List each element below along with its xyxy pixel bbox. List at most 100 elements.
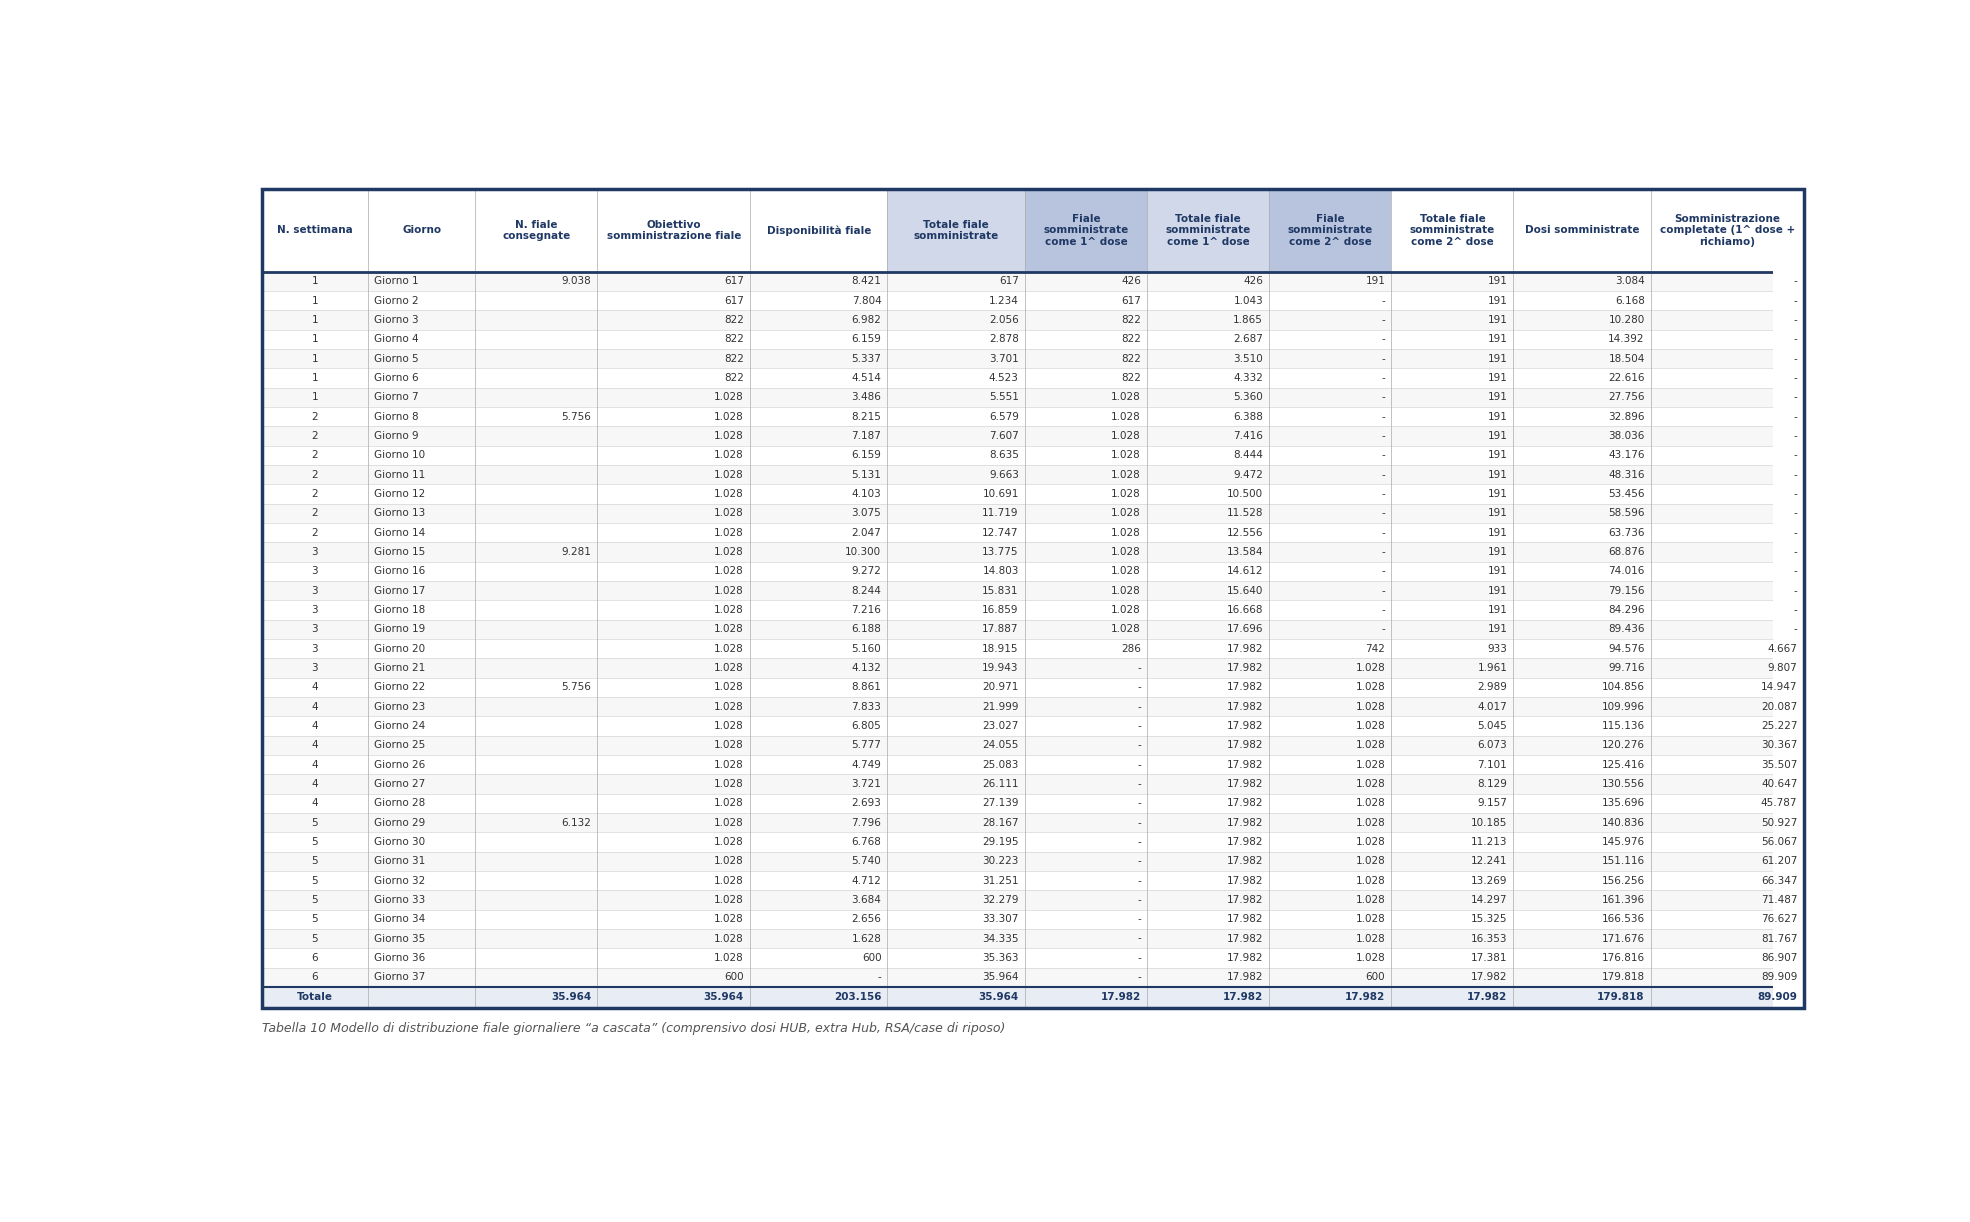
Text: 426: 426 — [1243, 276, 1263, 286]
Text: 822: 822 — [1121, 315, 1141, 325]
Text: -: - — [1381, 508, 1385, 518]
Text: 4: 4 — [311, 682, 319, 693]
Text: 3.701: 3.701 — [989, 353, 1018, 364]
Text: -: - — [1137, 914, 1141, 924]
Text: 1.028: 1.028 — [715, 837, 745, 847]
Text: Disponibilità fiale: Disponibilità fiale — [766, 225, 871, 236]
Text: Giorno 33: Giorno 33 — [374, 895, 426, 906]
Text: 617: 617 — [725, 276, 745, 286]
Text: Giorno 30: Giorno 30 — [374, 837, 426, 847]
Text: 31.251: 31.251 — [983, 876, 1018, 886]
Text: -: - — [1793, 335, 1797, 345]
Text: 1.028: 1.028 — [715, 431, 745, 441]
Text: Giorno 5: Giorno 5 — [374, 353, 420, 364]
Text: 34.335: 34.335 — [983, 934, 1018, 943]
Text: 9.281: 9.281 — [561, 547, 591, 557]
Text: Giorno 9: Giorno 9 — [374, 431, 420, 441]
Text: -: - — [1137, 721, 1141, 731]
Text: 86.907: 86.907 — [1761, 953, 1797, 963]
Text: 5.160: 5.160 — [851, 644, 881, 654]
Bar — [262, 503, 1805, 523]
Text: -: - — [1137, 682, 1141, 693]
Text: 176.816: 176.816 — [1602, 953, 1645, 963]
Text: 1.628: 1.628 — [851, 934, 881, 943]
Text: 17.982: 17.982 — [1227, 818, 1263, 827]
Text: 89.909: 89.909 — [1761, 973, 1797, 982]
Text: 1.028: 1.028 — [715, 412, 745, 422]
Text: Giorno 27: Giorno 27 — [374, 778, 426, 789]
Text: -: - — [1793, 296, 1797, 306]
Text: 1.234: 1.234 — [989, 296, 1018, 306]
Text: 104.856: 104.856 — [1602, 682, 1645, 693]
Text: 40.647: 40.647 — [1761, 778, 1797, 789]
Text: -: - — [1381, 585, 1385, 595]
Text: 17.982: 17.982 — [1227, 837, 1263, 847]
Text: 822: 822 — [725, 335, 745, 345]
Text: 1: 1 — [311, 296, 319, 306]
Text: 99.716: 99.716 — [1608, 664, 1645, 673]
Text: -: - — [1137, 741, 1141, 750]
Text: 822: 822 — [1121, 373, 1141, 382]
Text: -: - — [1137, 973, 1141, 982]
Text: Giorno 23: Giorno 23 — [374, 701, 426, 711]
Text: 1.028: 1.028 — [715, 701, 745, 711]
Text: 3: 3 — [311, 605, 319, 615]
Text: -: - — [1137, 760, 1141, 770]
Text: 17.982: 17.982 — [1101, 992, 1141, 1002]
Text: 2.693: 2.693 — [851, 798, 881, 808]
Text: 4.667: 4.667 — [1767, 644, 1797, 654]
Text: 1.028: 1.028 — [1355, 895, 1385, 906]
Bar — [262, 466, 1805, 484]
Text: Giorno 34: Giorno 34 — [374, 914, 426, 924]
Text: 2: 2 — [311, 412, 319, 422]
Text: 17.982: 17.982 — [1227, 857, 1263, 866]
Text: 1.028: 1.028 — [1111, 528, 1141, 538]
Text: 35.507: 35.507 — [1761, 760, 1797, 770]
Text: 6.579: 6.579 — [989, 412, 1018, 422]
Text: 4: 4 — [311, 760, 319, 770]
Text: 14.612: 14.612 — [1227, 566, 1263, 577]
Text: -: - — [1137, 934, 1141, 943]
Bar — [262, 387, 1805, 407]
Text: 2: 2 — [311, 508, 319, 518]
Text: Giorno 6: Giorno 6 — [374, 373, 420, 382]
Text: 17.982: 17.982 — [1227, 895, 1263, 906]
Text: 13.584: 13.584 — [1227, 547, 1263, 557]
Text: 20.087: 20.087 — [1761, 701, 1797, 711]
Text: -: - — [1381, 431, 1385, 441]
Text: 600: 600 — [861, 953, 881, 963]
Text: 5: 5 — [311, 895, 319, 906]
Text: 17.982: 17.982 — [1227, 741, 1263, 750]
Text: -: - — [1793, 315, 1797, 325]
Text: 7.416: 7.416 — [1233, 431, 1263, 441]
Text: N. settimana: N. settimana — [278, 225, 353, 236]
Text: Giorno 11: Giorno 11 — [374, 469, 426, 480]
Bar — [262, 620, 1805, 639]
Text: 68.876: 68.876 — [1608, 547, 1645, 557]
Text: 10.300: 10.300 — [845, 547, 881, 557]
Text: -: - — [1793, 585, 1797, 595]
Text: 32.279: 32.279 — [983, 895, 1018, 906]
Text: 8.215: 8.215 — [851, 412, 881, 422]
Text: Fiale
somministrate
come 2^ dose: Fiale somministrate come 2^ dose — [1288, 214, 1373, 247]
Text: 191: 191 — [1487, 469, 1507, 480]
Text: 191: 191 — [1487, 451, 1507, 461]
Text: 4.103: 4.103 — [851, 489, 881, 499]
Text: 1.028: 1.028 — [1355, 953, 1385, 963]
Text: 17.982: 17.982 — [1227, 876, 1263, 886]
Text: 600: 600 — [1365, 973, 1385, 982]
Text: 191: 191 — [1487, 335, 1507, 345]
Text: 1.028: 1.028 — [1111, 431, 1141, 441]
Text: Giorno 3: Giorno 3 — [374, 315, 420, 325]
Text: Giorno 32: Giorno 32 — [374, 876, 426, 886]
Text: Giorno 19: Giorno 19 — [374, 624, 426, 634]
Text: -: - — [1793, 373, 1797, 382]
Text: 5.777: 5.777 — [851, 741, 881, 750]
Text: 9.807: 9.807 — [1767, 664, 1797, 673]
Text: 17.982: 17.982 — [1346, 992, 1385, 1002]
Text: N. fiale
consegnate: N. fiale consegnate — [502, 220, 571, 241]
Text: Totale fiale
somministrate
come 2^ dose: Totale fiale somministrate come 2^ dose — [1411, 214, 1495, 247]
Text: 4.523: 4.523 — [989, 373, 1018, 382]
Text: 11.528: 11.528 — [1227, 508, 1263, 518]
Text: 5.551: 5.551 — [989, 392, 1018, 402]
